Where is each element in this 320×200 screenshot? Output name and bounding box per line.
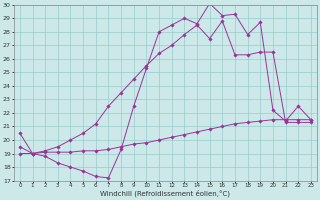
X-axis label: Windchill (Refroidissement éolien,°C): Windchill (Refroidissement éolien,°C) [100, 190, 230, 197]
